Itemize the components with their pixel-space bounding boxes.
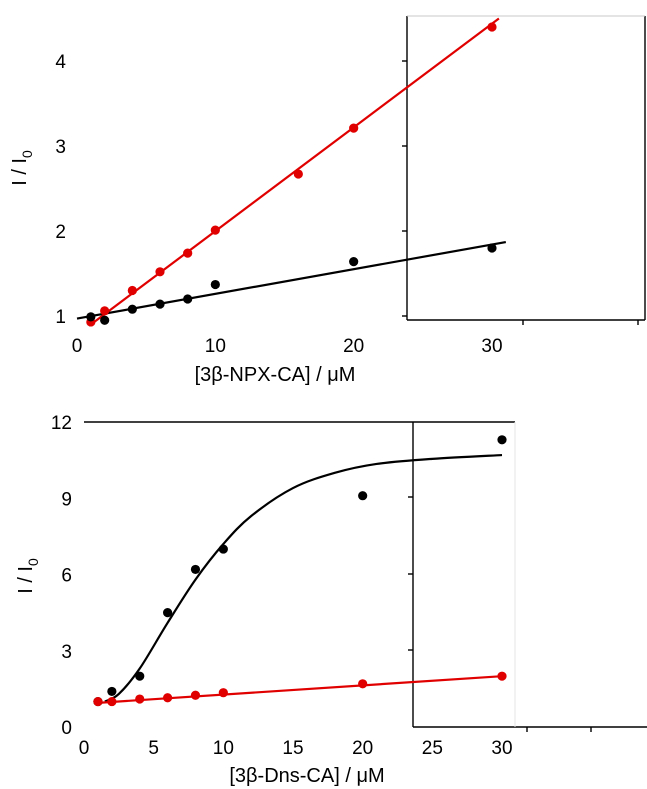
data-point — [349, 123, 359, 133]
y-tick-label: 4 — [55, 52, 66, 73]
x-tick-label: 10 — [213, 738, 234, 759]
y-tick-label: 6 — [61, 566, 72, 587]
y-axis-label-subscript: 0 — [25, 558, 41, 566]
data-points — [93, 435, 507, 707]
data-point — [127, 285, 137, 296]
fit-curve — [104, 453, 503, 703]
data-point — [183, 248, 193, 258]
data-point — [155, 267, 165, 277]
data-point — [497, 671, 507, 681]
data-point — [358, 491, 368, 501]
fit-line — [97, 675, 503, 704]
data-point — [358, 679, 368, 689]
x-tick-labels: 0 5 10 15 20 25 30 — [79, 738, 513, 759]
data-point — [497, 435, 507, 445]
data-point — [135, 671, 145, 681]
data-point — [293, 169, 303, 179]
data-point — [93, 696, 103, 707]
x-tick-label: 0 — [72, 336, 83, 357]
data-point — [210, 279, 220, 290]
fit-lines — [97, 453, 503, 704]
x-tick-label: 5 — [148, 738, 159, 759]
y-tick-label: 3 — [61, 642, 72, 663]
y-tick-label: 0 — [61, 718, 72, 739]
data-point — [218, 688, 228, 698]
fit-lines — [76, 17, 507, 326]
data-point — [163, 608, 173, 618]
x-tick-label: 30 — [491, 738, 512, 759]
x-tick-label: 25 — [422, 738, 443, 759]
data-point — [190, 564, 201, 575]
x-tick-label: 30 — [481, 336, 502, 357]
x-tick-label: 0 — [79, 738, 90, 759]
y-axis-label: I / I0 — [9, 150, 35, 186]
data-point — [127, 304, 137, 314]
data-point — [100, 315, 110, 325]
y-axis-label: I / I0 — [15, 558, 41, 594]
y-tick-label: 12 — [51, 413, 72, 434]
x-tick-label: 20 — [352, 738, 373, 759]
data-point — [218, 544, 228, 554]
data-point — [349, 257, 359, 267]
data-point — [487, 22, 497, 32]
data-point — [163, 693, 173, 703]
y-tick-labels: 0 3 6 9 12 — [51, 413, 72, 739]
x-axis-label: [3β-Dns-CA] / μM — [229, 765, 384, 787]
data-point — [107, 696, 117, 707]
y-tick-labels: 1 2 3 4 — [55, 52, 66, 328]
data-point — [183, 294, 193, 304]
x-tick-labels: 0 10 20 30 — [72, 336, 503, 357]
y-tick-label: 9 — [61, 489, 72, 510]
x-axis-label: [3β-NPX-CA] / μM — [195, 364, 356, 386]
y-axis-label-subscript: 0 — [19, 150, 35, 158]
data-points — [86, 22, 497, 327]
data-point — [210, 225, 220, 235]
x-tick-label: 15 — [282, 738, 303, 759]
y-axis-label-main: I / I — [15, 566, 37, 594]
fit-line — [76, 240, 507, 320]
x-tick-label: 10 — [205, 336, 226, 357]
y-axis-label-main: I / I — [9, 158, 31, 186]
data-point — [155, 299, 165, 309]
bottom-chart: 0 5 10 15 20 25 30 0 3 6 9 12 [3β-Dns-CA] / μM I /… — [15, 413, 647, 787]
y-tick-label: 2 — [55, 222, 66, 243]
data-point — [107, 686, 117, 697]
data-point — [190, 690, 201, 700]
data-point — [86, 312, 96, 322]
y-tick-label: 1 — [55, 307, 66, 328]
data-point — [487, 243, 497, 253]
y-tick-label: 3 — [55, 137, 66, 158]
data-point — [100, 306, 110, 316]
x-tick-label: 20 — [343, 336, 364, 357]
data-point — [135, 694, 145, 704]
